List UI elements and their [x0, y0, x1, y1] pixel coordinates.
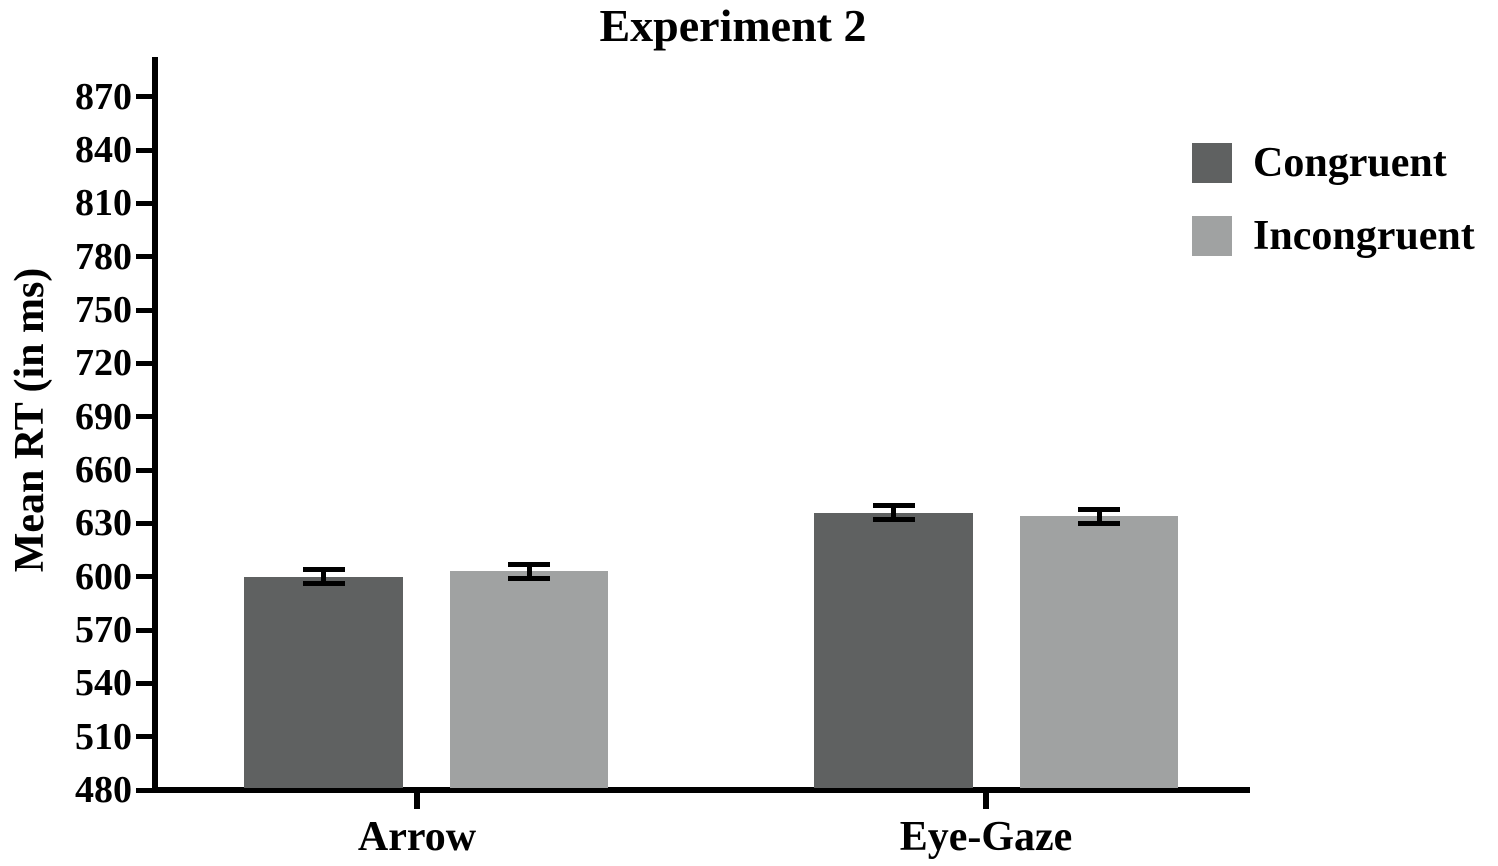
y-axis-tick — [136, 414, 152, 420]
y-axis-tick — [136, 734, 152, 740]
bar-incongruent-arrow — [450, 571, 608, 788]
error-bar-cap-top — [508, 561, 550, 567]
y-axis-tick — [136, 680, 152, 686]
bar-incongruent-eye-gaze — [1020, 516, 1178, 788]
y-axis-tick-label: 570 — [75, 609, 132, 651]
legend-label-congruent: Congruent — [1253, 140, 1447, 186]
error-bar-whisker — [321, 569, 326, 584]
error-bar-cap-bottom — [508, 575, 550, 581]
error-bar-cap-top — [1078, 506, 1120, 512]
x-axis-category-label: Eye-Gaze — [899, 814, 1073, 860]
y-axis-tick — [136, 574, 152, 580]
chart-title: Experiment 2 — [599, 0, 867, 51]
y-axis-tick — [136, 787, 152, 793]
y-axis-tick-label: 810 — [75, 182, 132, 225]
y-axis-tick-label: 540 — [75, 662, 132, 705]
error-bar-whisker — [1096, 509, 1102, 524]
y-axis-tick — [136, 520, 152, 526]
y-axis-tick — [136, 254, 152, 260]
x-axis-line — [152, 787, 1250, 793]
y-axis-tick — [136, 94, 152, 100]
y-axis-tick — [136, 147, 152, 153]
y-axis-tick-label: 690 — [75, 395, 132, 438]
y-axis-tick-label: 630 — [75, 502, 132, 545]
error-bar-whisker — [526, 564, 532, 579]
legend-swatch-incongruent — [1192, 216, 1232, 256]
error-bar-cap-top — [302, 567, 345, 573]
error-bar-cap-bottom — [872, 517, 915, 523]
legend-swatch-congruent — [1192, 143, 1232, 183]
y-axis-tick — [136, 200, 152, 206]
error-bar-cap-bottom — [1078, 520, 1120, 526]
legend-item-incongruent: Incongruent — [1192, 215, 1475, 257]
bar-congruent-eye-gaze — [814, 512, 973, 788]
x-axis-category-label: Arrow — [357, 814, 477, 860]
legend: Congruent Incongruent — [1192, 142, 1475, 257]
y-axis-tick — [136, 627, 152, 633]
y-axis-tick — [136, 467, 152, 473]
error-bar-cap-bottom — [302, 581, 345, 587]
y-axis-tick-label: 840 — [75, 129, 132, 171]
y-axis-tick-label: 600 — [75, 555, 132, 598]
error-bar-cap-top — [872, 503, 915, 509]
x-axis-tick — [983, 793, 989, 809]
y-axis-tick-label: 660 — [75, 449, 132, 491]
y-axis-line — [152, 57, 158, 793]
legend-label-incongruent: Incongruent — [1253, 213, 1475, 259]
bar-congruent-arrow — [244, 576, 403, 788]
x-axis-tick — [414, 793, 420, 809]
y-axis-tick-label: 510 — [75, 715, 132, 758]
y-axis-tick-label: 870 — [75, 75, 132, 118]
y-axis-tick-label: 780 — [75, 235, 132, 278]
y-axis-tick-label: 480 — [75, 769, 132, 811]
legend-item-congruent: Congruent — [1192, 142, 1475, 184]
error-bar-whisker — [891, 505, 896, 520]
y-axis-tick — [136, 360, 152, 366]
y-axis-tick — [136, 307, 152, 313]
y-axis-tick-label: 750 — [75, 289, 132, 331]
y-axis-tick-label: 720 — [75, 342, 132, 385]
